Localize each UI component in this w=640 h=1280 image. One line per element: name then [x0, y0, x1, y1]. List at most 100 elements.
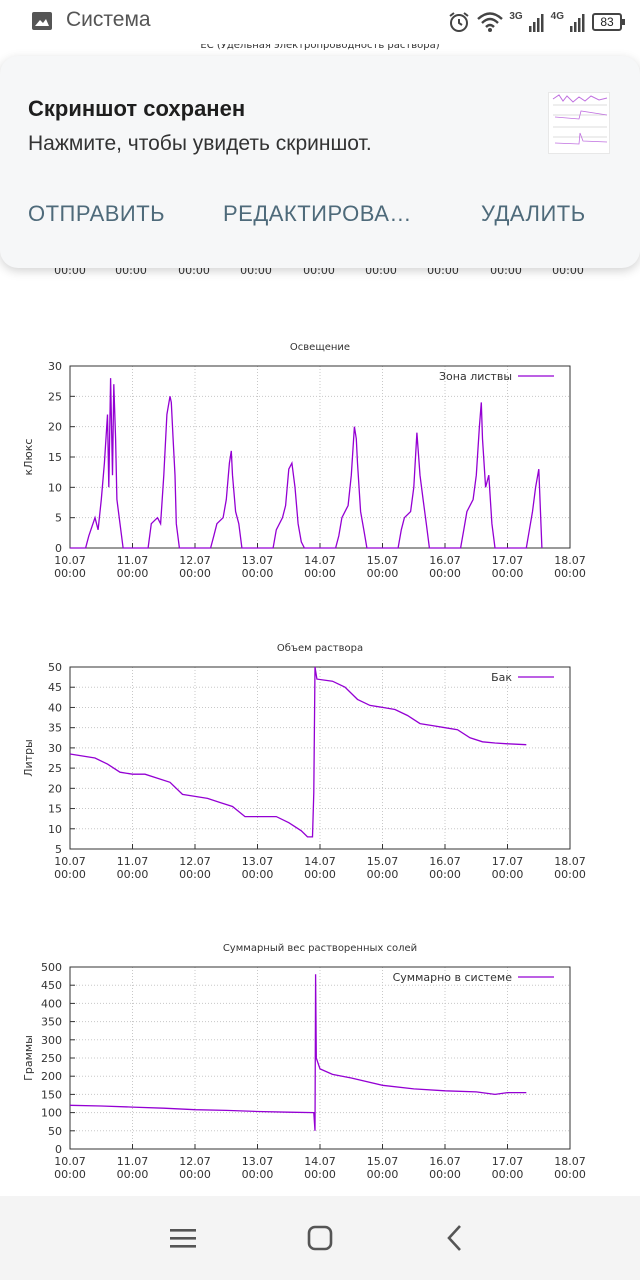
y-tick-label: 500: [41, 961, 62, 974]
x-tick-label: 17.07: [492, 554, 524, 567]
wifi-icon: [477, 12, 504, 32]
back-icon: [447, 1225, 461, 1251]
x-tick-label: 10.07: [54, 855, 86, 868]
x-tick-label: 14.07: [304, 554, 336, 567]
x-tick-label: 00:00: [117, 1168, 149, 1181]
x-tick-label: 16.07: [429, 554, 461, 567]
y-tick-label: 35: [48, 722, 62, 735]
x-tick-label: 12.07: [179, 855, 211, 868]
x-tick-label: 17.07: [492, 855, 524, 868]
x-tick-label: 00:00: [492, 567, 524, 580]
y-tick-label: 150: [41, 1088, 62, 1101]
x-tick-label: 00:00: [429, 1168, 461, 1181]
solution-volume-chart-svg: Объем раствора510152025303540455010.0700…: [22, 643, 586, 881]
x-tick-label: 00:00: [54, 567, 86, 580]
share-button[interactable]: ОТПРАВИТЬ: [28, 201, 166, 226]
x-tick-label: 00:00: [117, 868, 149, 881]
series-line: [70, 378, 543, 549]
ec-chart-title: EC (Удельная электропроводность раствора…: [200, 40, 440, 51]
x-tick-label: 11.07: [117, 1155, 149, 1168]
y-tick-label: 20: [48, 421, 62, 434]
chart-title: Объем раствора: [277, 643, 363, 654]
x-tick-label: 17.07: [492, 1155, 524, 1168]
y-tick-label: 450: [41, 979, 62, 992]
legend-label: Бак: [491, 671, 512, 684]
legend-label: Суммарно в системе: [393, 971, 513, 984]
screenshot-notification[interactable]: Скриншот сохранен Нажмите, чтобы увидеть…: [0, 56, 640, 268]
y-tick-label: 20: [48, 782, 62, 795]
y-tick-label: 45: [48, 681, 62, 694]
x-tick-label: 00:00: [492, 868, 524, 881]
signal-icon: [528, 14, 544, 32]
x-tick-label: 00:00: [304, 868, 336, 881]
x-tick-label: 00:00: [242, 868, 274, 881]
alarm-icon: [449, 12, 469, 32]
y-tick-label: 100: [41, 1107, 62, 1120]
x-tick-label: 10.07: [54, 554, 86, 567]
y-tick-label: 10: [48, 823, 62, 836]
status-icons: 3G 4G 83: [447, 8, 625, 36]
x-tick-label: 00:00: [54, 868, 86, 881]
x-tick-label: 00:00: [117, 567, 149, 580]
x-tick-label: 00:00: [179, 1168, 211, 1181]
battery-icon: 83: [592, 13, 625, 31]
x-tick-label: 00:00: [179, 567, 211, 580]
illumination-chart-svg: Освещение05101520253010.0700:0011.0700:0…: [22, 342, 586, 580]
y-tick-label: 50: [48, 1125, 62, 1138]
y-tick-label: 10: [48, 481, 62, 494]
x-tick-label: 13.07: [242, 1155, 274, 1168]
x-tick-label: 10.07: [54, 1155, 86, 1168]
x-tick-label: 00:00: [179, 868, 211, 881]
x-tick-label: 13.07: [242, 855, 274, 868]
plot-frame: [69, 966, 571, 1150]
y-tick-label: 0: [55, 1143, 62, 1156]
y-tick-label: 300: [41, 1034, 62, 1047]
x-tick-label: 00:00: [304, 567, 336, 580]
x-tick-label: 12.07: [179, 1155, 211, 1168]
x-tick-label: 00:00: [304, 1168, 336, 1181]
notification-actions: ОТПРАВИТЬ РЕДАКТИРОВА… УДАЛИТЬ: [0, 201, 640, 233]
network-type-label: 3G: [509, 10, 523, 22]
home-button[interactable]: [302, 1222, 338, 1254]
salts-weight-chart: Суммарный вес растворенных солей 0 50 100 15…: [0, 936, 640, 1206]
x-tick-label: 00:00: [367, 567, 399, 580]
x-tick-label: 18.07: [554, 1155, 586, 1168]
y-tick-label: 30: [48, 360, 62, 373]
y-tick-label: 5: [55, 843, 62, 856]
x-tick-label: 14.07: [304, 1155, 336, 1168]
x-tick-label: 00:00: [429, 567, 461, 580]
x-tick-label: 14.07: [304, 855, 336, 868]
chart-title: Суммарный вес растворенных солей: [223, 943, 417, 954]
x-tick-label: 16.07: [429, 855, 461, 868]
menu-icon: [170, 1229, 196, 1248]
menu-button[interactable]: [165, 1222, 201, 1254]
legend-label: Зона листвы: [439, 370, 512, 383]
status-app-name: Система: [66, 8, 151, 31]
x-tick-label: 16.07: [429, 1155, 461, 1168]
delete-button[interactable]: УДАЛИТЬ: [481, 201, 586, 226]
screenshot-thumbnail[interactable]: [548, 92, 610, 154]
edit-button[interactable]: РЕДАКТИРОВА…: [223, 201, 412, 226]
chart-title: Освещение: [290, 342, 350, 353]
navigation-bar: [0, 1196, 640, 1280]
y-tick-label: 15: [48, 803, 62, 816]
solution-volume-chart: Объем раствора 5 10 15 20 25 30 35 40 45 50 10.07 00…: [0, 636, 640, 906]
network-type-label: 4G: [550, 10, 564, 22]
salts-weight-chart-svg: Суммарный вес растворенных солей 0 50 100 15…: [22, 943, 586, 1181]
x-tick-label: 00:00: [554, 567, 586, 580]
y-tick-label: 25: [48, 390, 62, 403]
gallery-icon: [32, 12, 52, 30]
back-button[interactable]: [437, 1222, 473, 1254]
series-line: [69, 666, 527, 838]
x-tick-label: 13.07: [242, 554, 274, 567]
y-tick-label: 40: [48, 701, 62, 714]
home-icon: [307, 1225, 333, 1251]
status-bar: Система 3G 4G 83: [0, 0, 640, 44]
x-tick-label: 00:00: [554, 868, 586, 881]
x-tick-label: 12.07: [179, 554, 211, 567]
y-axis-label: Граммы: [22, 1035, 35, 1081]
y-tick-label: 5: [55, 512, 62, 525]
y-tick-label: 350: [41, 1016, 62, 1029]
x-tick-label: 00:00: [242, 1168, 274, 1181]
y-tick-label: 200: [41, 1070, 62, 1083]
